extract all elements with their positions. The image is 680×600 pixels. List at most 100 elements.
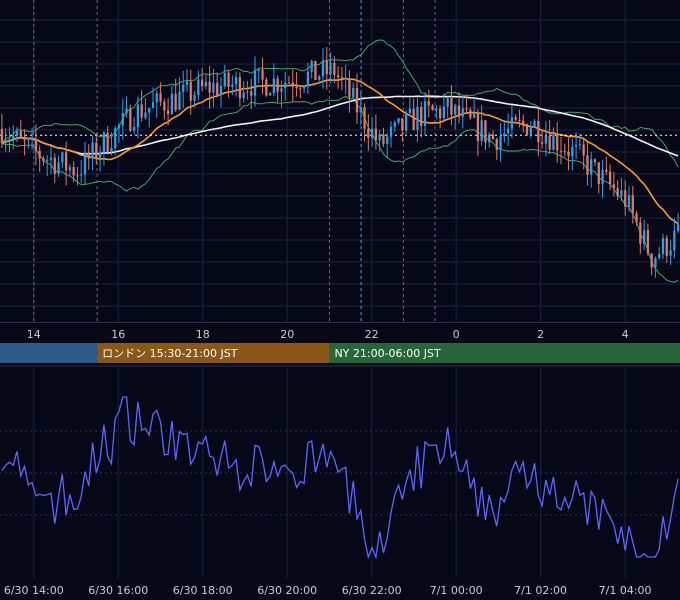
session-label: NY 21:00-06:00 JST [334, 347, 441, 360]
candle-body [393, 122, 396, 127]
candle-body [476, 113, 480, 142]
candle-body [102, 132, 106, 153]
candle-body [658, 253, 661, 258]
candle-body [386, 136, 389, 144]
candle-body [646, 230, 650, 254]
session-block [97, 343, 330, 363]
candle-body [514, 117, 517, 121]
candle-body [250, 91, 253, 96]
ma-slow-line [1, 95, 679, 157]
x-tick-label: 7/1 02:00 [514, 584, 567, 597]
candle-body [488, 134, 491, 143]
candle-body [676, 224, 680, 231]
candle-body [53, 157, 56, 174]
candle-body [212, 82, 215, 93]
candle-body [83, 152, 87, 175]
candle-body [559, 150, 563, 152]
candle-body [548, 135, 551, 150]
candle-body [605, 169, 608, 172]
candle-body [193, 95, 196, 101]
candle-body [178, 91, 181, 110]
candle-body [340, 77, 344, 79]
x-tick-label: 14 [27, 328, 41, 341]
candle-body [129, 108, 132, 131]
candle-body [140, 104, 143, 118]
candle-body [435, 108, 438, 110]
candle-body [344, 78, 347, 80]
candle-body [23, 136, 26, 141]
candle-body [608, 171, 612, 184]
candle-body [4, 140, 7, 144]
candle-body [665, 238, 668, 256]
x-tick-label: 6/30 16:00 [88, 584, 148, 597]
candle-body [442, 106, 446, 119]
candle-body [556, 134, 559, 151]
candle-body [412, 108, 415, 130]
candle-body [272, 78, 276, 94]
candle-body [654, 257, 657, 268]
candle-body [64, 152, 68, 171]
oscillator-panel [0, 365, 680, 578]
candle-body [461, 108, 464, 117]
candle-body [540, 142, 544, 144]
candle-body [151, 102, 155, 108]
bollinger-lower-line [1, 95, 679, 283]
candle-body [34, 139, 38, 151]
x-tick-label: 6/30 18:00 [173, 584, 233, 597]
candle-body [669, 250, 672, 256]
candle-body [12, 136, 15, 140]
candle-body [246, 91, 249, 93]
candle-body [155, 93, 158, 103]
candle-body [182, 84, 185, 92]
candle-body [223, 72, 226, 87]
candle-body [416, 106, 419, 130]
session-label: ロンドン 15:30-21:00 JST [102, 347, 238, 360]
candle-body [571, 146, 574, 157]
candle-body [642, 230, 646, 244]
x-tick-label: 6/30 14:00 [4, 584, 64, 597]
candle-body [98, 152, 102, 159]
candle-body [114, 128, 117, 149]
candle-body [208, 81, 211, 93]
candle-body [287, 82, 291, 84]
candle-body [336, 75, 340, 78]
candle-body [563, 151, 566, 153]
candle-body [231, 84, 234, 87]
oscillator-line [1, 396, 679, 560]
candle-body [518, 120, 521, 122]
candle-body [68, 167, 72, 171]
candle-body [506, 128, 510, 134]
candle-body [601, 169, 604, 185]
candle-body [61, 152, 64, 163]
session-block [0, 343, 98, 363]
candle-body [253, 71, 257, 96]
candle-body [389, 126, 393, 137]
candle-body [522, 120, 525, 125]
candle-body [408, 108, 412, 114]
candle-body [586, 155, 589, 175]
candle-body [38, 150, 41, 159]
candle-body [624, 190, 627, 207]
candle-body [650, 253, 653, 268]
x-tick-label: 20 [280, 328, 294, 341]
candle-body [117, 125, 121, 129]
x-tick-label: 16 [111, 328, 125, 341]
candle-body [593, 159, 597, 163]
x-tick-label: 7/1 00:00 [430, 584, 483, 597]
candle-body [503, 133, 506, 137]
price-panel [0, 0, 680, 323]
candle-body [106, 132, 109, 152]
candle-body [612, 183, 616, 189]
candle-body [132, 127, 136, 131]
candle-body [174, 93, 177, 110]
candle-body [631, 195, 634, 214]
candle-body [144, 112, 147, 118]
candle-body [529, 126, 532, 135]
x-tick-label: 22 [365, 328, 379, 341]
candle-body [574, 145, 578, 147]
candle-body [30, 139, 34, 141]
candle-body [306, 71, 310, 87]
candle-body [15, 130, 19, 137]
candle-body [125, 108, 128, 114]
candle-body [590, 159, 593, 175]
